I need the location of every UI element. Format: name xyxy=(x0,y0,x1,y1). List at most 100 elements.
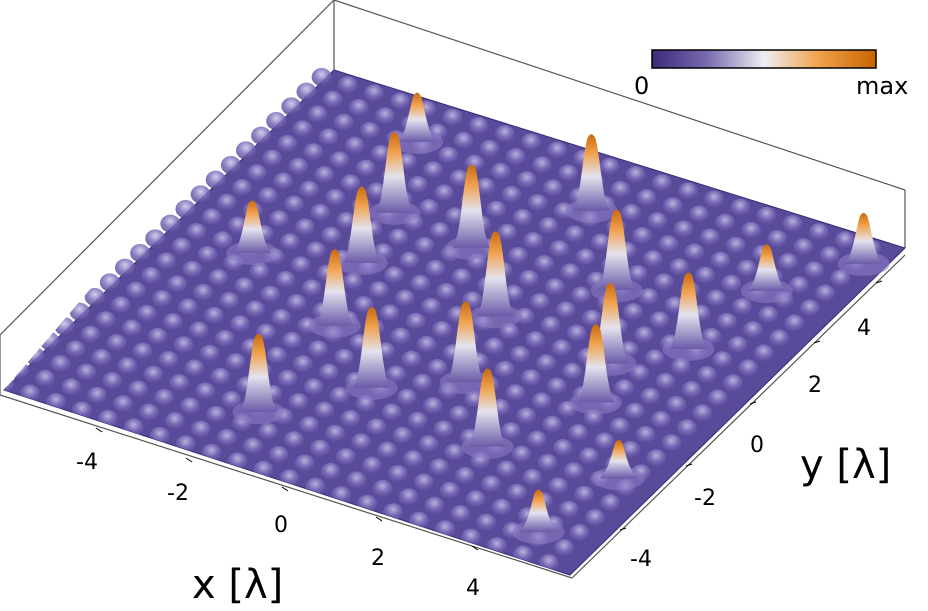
ripple-bump xyxy=(337,76,358,95)
ripple-bump xyxy=(268,445,289,464)
ripple-bump xyxy=(644,349,665,368)
ripple-bump xyxy=(638,288,659,307)
ripple-bump xyxy=(54,317,75,336)
ripple-bump xyxy=(260,285,281,304)
peak-spike xyxy=(398,92,437,142)
peak xyxy=(469,231,522,329)
ripple-bump xyxy=(578,447,599,466)
ripple-bump xyxy=(506,483,527,502)
ripple-bump xyxy=(442,108,463,127)
ripple-bump xyxy=(201,443,222,462)
ripple-bump xyxy=(560,263,581,282)
ripple-bump xyxy=(768,329,789,348)
peak xyxy=(662,272,715,361)
ripple-bump xyxy=(299,416,320,435)
ripple-bump xyxy=(692,404,713,423)
ripple-bump xyxy=(609,417,630,436)
peak-spike xyxy=(519,489,558,533)
ripple-bump xyxy=(516,407,537,426)
ripple-bump xyxy=(110,296,131,315)
ripple-bump xyxy=(381,403,402,422)
peak xyxy=(368,132,421,225)
ripple-bump xyxy=(351,433,372,452)
peak xyxy=(439,301,492,395)
peak-spike xyxy=(446,301,485,383)
surface-peaks xyxy=(226,92,890,545)
ripple-bump xyxy=(167,275,188,294)
ripple-bump xyxy=(292,120,313,139)
ripple-bump xyxy=(444,207,465,226)
ripple-bump xyxy=(307,105,328,124)
ripple-bump xyxy=(141,267,162,286)
ripple-bump xyxy=(329,386,350,405)
ripple-bump xyxy=(649,311,670,330)
ripple-bump xyxy=(69,302,90,321)
ripple-bump xyxy=(531,156,552,175)
ripple-bump xyxy=(151,290,172,309)
ripple-bump xyxy=(497,223,518,242)
peak xyxy=(569,324,622,415)
ripple-bump xyxy=(392,426,413,445)
ripple-bump xyxy=(388,228,409,247)
ripple-bump xyxy=(348,99,369,118)
ripple-bump xyxy=(292,355,313,374)
ripple-bump xyxy=(542,179,563,198)
ripple-bump xyxy=(296,82,317,101)
ripple-bump xyxy=(195,382,216,401)
ripple-bump xyxy=(214,329,235,348)
ripple-bump xyxy=(650,410,671,429)
ripple-bump xyxy=(767,229,788,248)
ripple-bump xyxy=(359,121,380,140)
ripple-bump xyxy=(544,278,565,297)
ripple-bump xyxy=(676,419,697,438)
y-tick-label: 2 xyxy=(808,373,822,398)
ripple-bump xyxy=(363,84,384,103)
ripple-bump xyxy=(424,496,445,515)
ripple-bump xyxy=(171,237,192,256)
ripple-bump xyxy=(736,259,757,278)
ripple-bump xyxy=(97,409,118,428)
ripple-bump xyxy=(788,276,809,295)
ripple-bump xyxy=(624,402,645,421)
ripple-bump xyxy=(203,306,224,325)
ripple-bump xyxy=(245,300,266,319)
ripple-bump xyxy=(175,200,196,218)
ripple-bump xyxy=(188,321,209,340)
x-axis: -4 -2 0 2 4 x [λ] xyxy=(76,427,480,608)
ripple-bump xyxy=(281,97,302,116)
ripple-bump xyxy=(753,344,774,363)
ripple-bump xyxy=(106,334,127,353)
ripple-bump xyxy=(173,336,194,355)
ripple-bump xyxy=(84,288,105,306)
ripple-bump xyxy=(309,439,330,458)
ripple-bump xyxy=(374,107,395,126)
peak-spike xyxy=(342,186,381,263)
ripple-bump xyxy=(552,439,573,458)
ripple-bump xyxy=(468,117,489,136)
ripple-bump xyxy=(368,281,389,300)
ripple-bump xyxy=(494,125,515,144)
ripple-bump xyxy=(366,418,387,437)
ripple-bump xyxy=(673,220,694,239)
ripple-bump xyxy=(551,339,572,358)
ripple-bump xyxy=(520,133,541,152)
ripple-bump xyxy=(705,289,726,308)
ripple-bump xyxy=(491,498,512,517)
ripple-bump xyxy=(449,169,470,188)
peak xyxy=(565,134,618,223)
ripple-bump xyxy=(558,164,579,183)
colorbar-gradient xyxy=(651,49,877,69)
ripple-bump xyxy=(294,218,315,237)
peak-spike xyxy=(597,209,636,291)
ripple-bump xyxy=(651,174,672,193)
ripple-bump xyxy=(422,397,443,416)
peak-spike xyxy=(476,231,515,317)
ripple-bump xyxy=(156,252,177,271)
ripple-bump xyxy=(540,316,561,335)
ripple-bump xyxy=(486,200,507,219)
peak-spike xyxy=(452,164,491,248)
ripple-bump xyxy=(505,384,526,403)
ripple-bump xyxy=(205,170,226,189)
ripple-bump xyxy=(635,425,656,444)
ripple-bump xyxy=(808,223,829,242)
